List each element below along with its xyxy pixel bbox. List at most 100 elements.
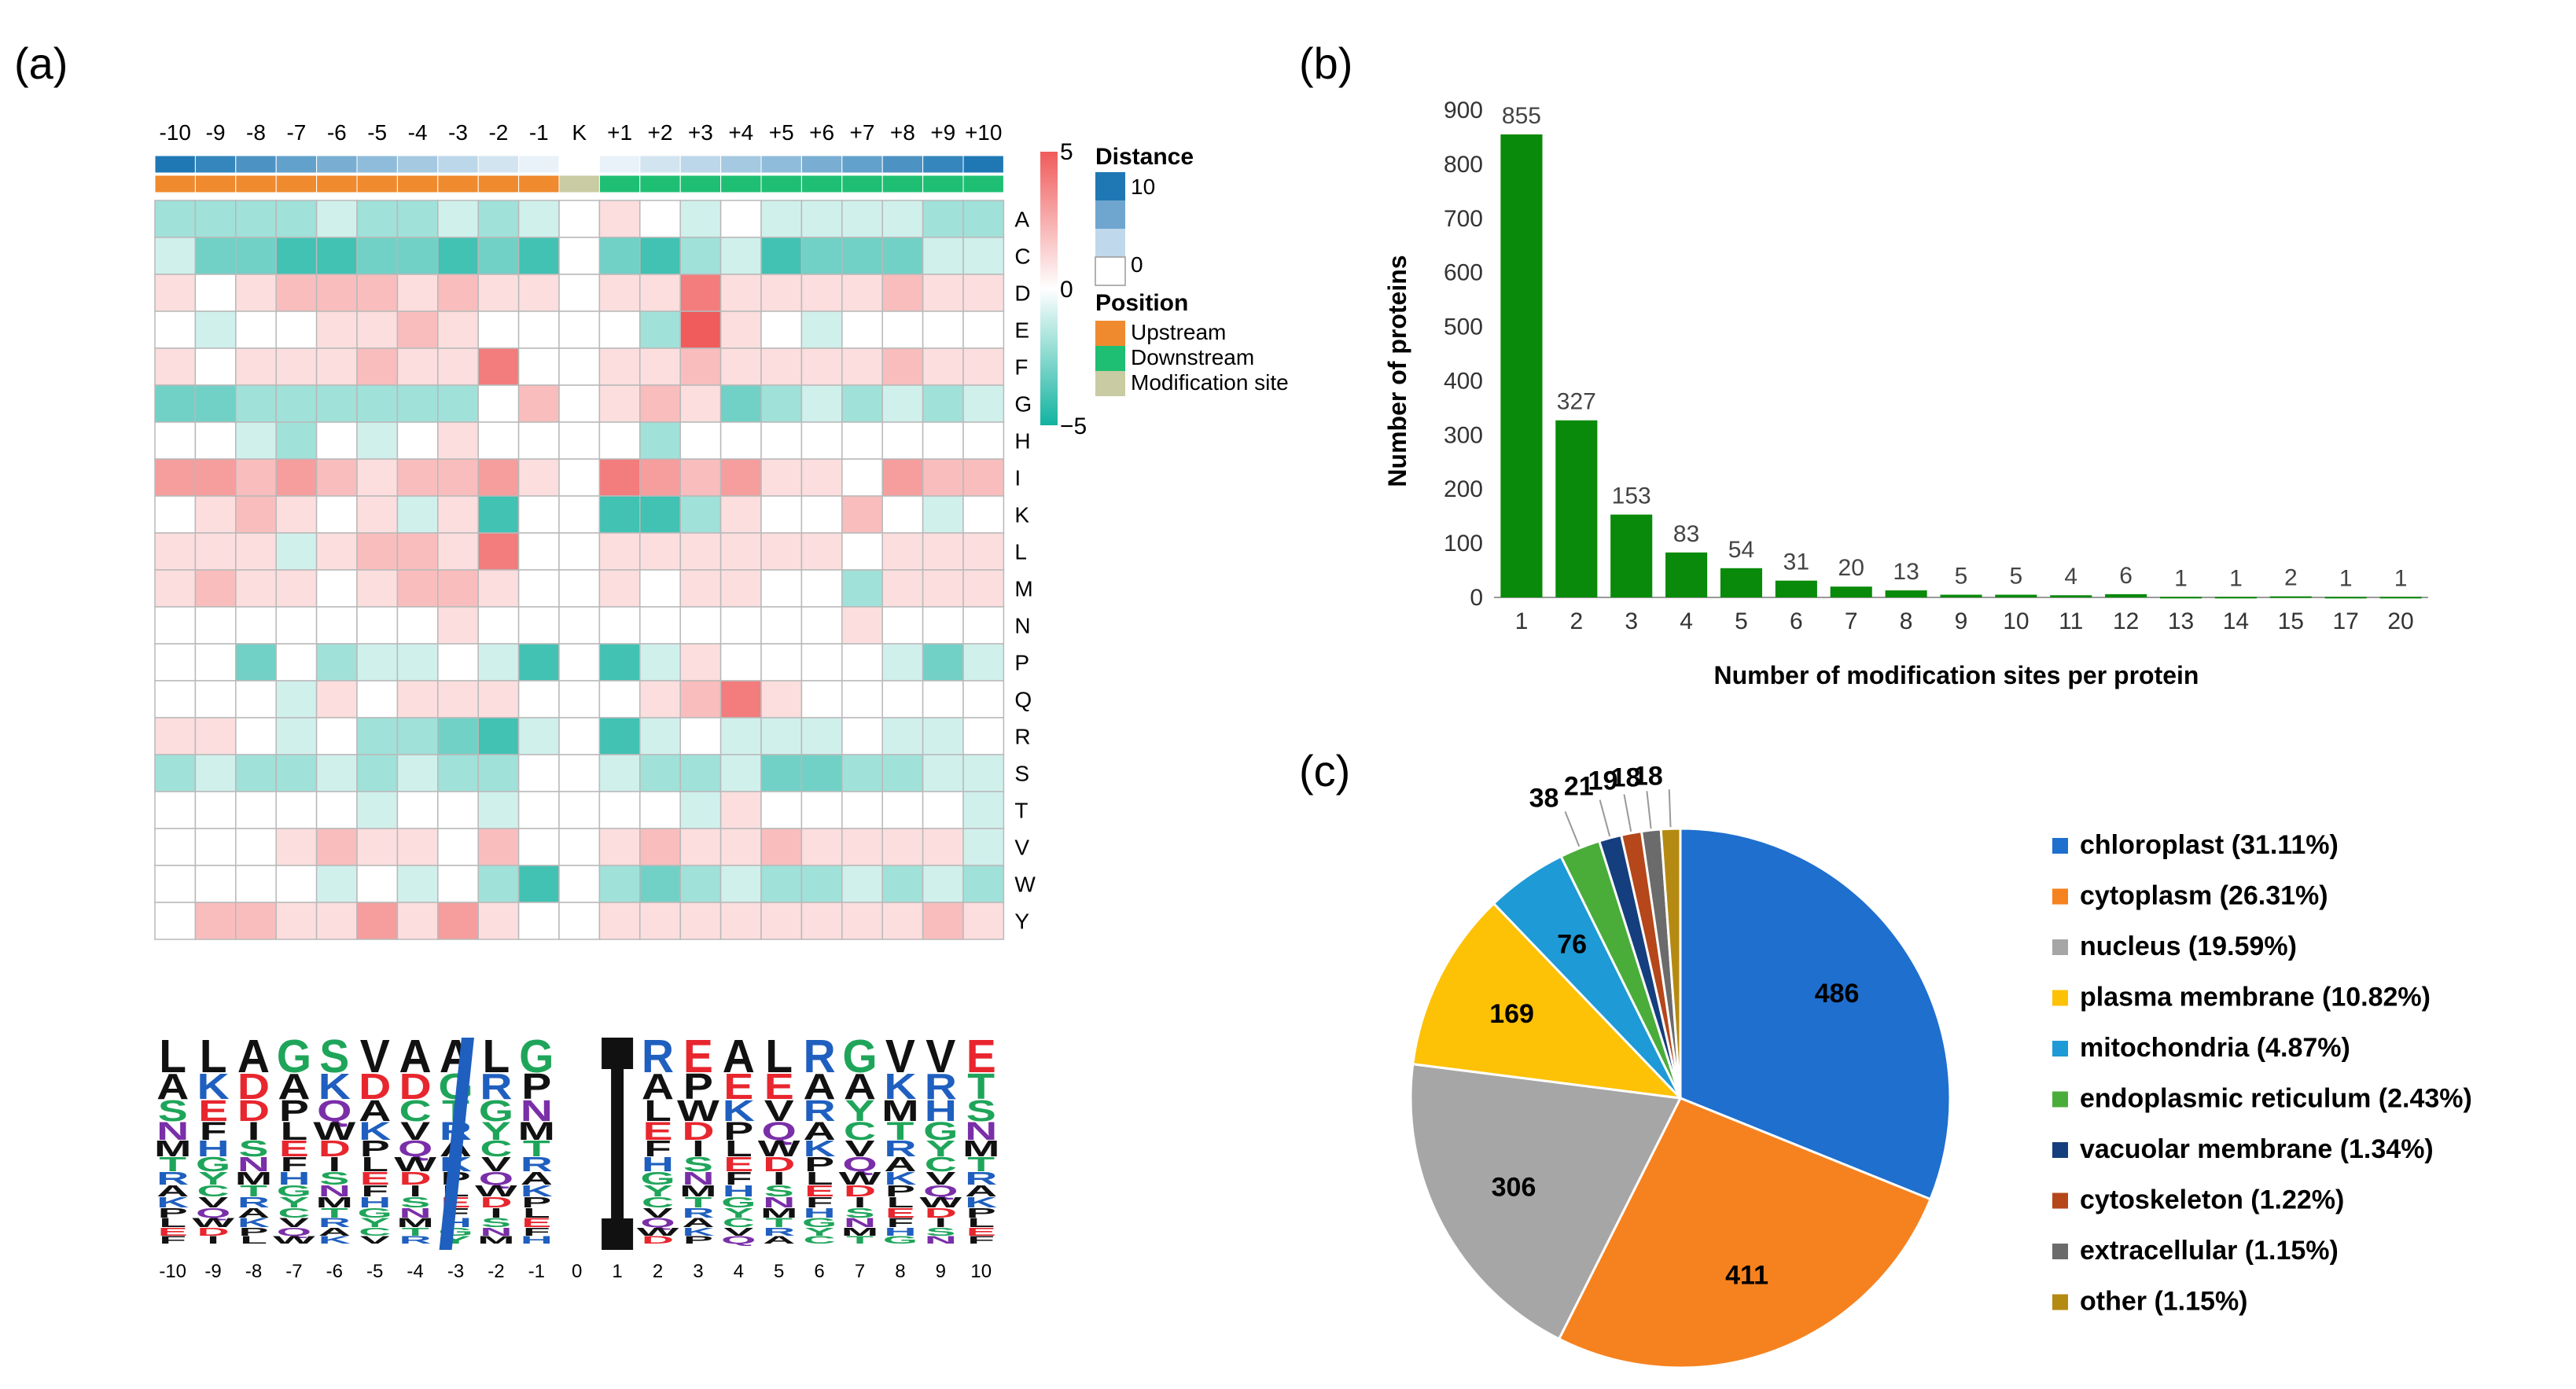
logo-letter: V (481, 1153, 512, 1175)
heatmap-cell (760, 643, 803, 682)
heatmap-cell (437, 569, 479, 608)
heatmap-cell (841, 495, 883, 534)
heatmap-cell (841, 237, 883, 275)
logo-letter: A (156, 1066, 189, 1106)
logo-position-label: 10 (970, 1261, 992, 1282)
heatmap-row-label: Q (1014, 688, 1032, 712)
logo-letter: Q (923, 1182, 958, 1200)
logo-letter: M (518, 1117, 555, 1145)
heatmap-cell (437, 902, 479, 940)
heatmap-cell (639, 754, 681, 792)
logo-letter: C (399, 1094, 432, 1127)
heatmap-cell (598, 274, 641, 312)
logo-letter: L (725, 1136, 753, 1161)
heatmap-row-label: D (1014, 281, 1030, 306)
logo-letter: W (394, 1153, 436, 1175)
heatmap-cell (154, 384, 197, 423)
logo-letter: R (318, 1215, 351, 1229)
logo-letter: G (842, 1031, 877, 1082)
heatmap-cell (235, 200, 277, 238)
heatmap-cell (558, 421, 601, 460)
heatmap-cell (962, 902, 1005, 940)
bar (2105, 593, 2147, 597)
logo-letter: E (885, 1205, 915, 1221)
logo-letter: C (197, 1182, 230, 1200)
heatmap-cell (437, 237, 479, 275)
logo-position-label: -2 (488, 1261, 504, 1282)
logo-letter: R (399, 1234, 432, 1246)
logo-letter: P (521, 1066, 551, 1106)
logo-letter: Y (723, 1205, 753, 1221)
heatmap-cell (437, 828, 479, 866)
heatmap-cell (922, 347, 964, 386)
bar-data-label: 54 (1728, 537, 1754, 563)
heatmap-cell (194, 717, 237, 755)
logo-letter: K (884, 1066, 916, 1106)
logo-letter: E (521, 1215, 551, 1229)
position-annotation-cell (477, 175, 520, 193)
heatmap-cell (194, 754, 237, 792)
logo-letter: N (318, 1182, 351, 1200)
logo-letter: T (523, 1136, 550, 1161)
heatmap-cell (639, 200, 681, 238)
logo-letter: E (158, 1225, 188, 1238)
distance-annotation-cell (598, 155, 641, 174)
logo-letter: I (328, 1153, 340, 1175)
pie-slice (1679, 827, 1952, 1201)
logo-letter: I (934, 1215, 947, 1229)
heatmap-col-label: +5 (769, 120, 794, 145)
logo-position-label: 0 (572, 1261, 582, 1282)
heatmap-cell (477, 680, 520, 718)
bar-x-tick-label: 10 (2003, 608, 2029, 634)
logo-letter: K (804, 1136, 837, 1161)
heatmap-col-label: -5 (367, 120, 387, 145)
heatmap-cell (881, 680, 924, 718)
heatmap-cell (437, 384, 479, 423)
heatmap-cell (194, 569, 237, 608)
logo-letter: G (196, 1153, 230, 1175)
heatmap-cell (679, 311, 722, 349)
heatmap-cell (639, 347, 681, 386)
logo-letter: I (854, 1194, 867, 1211)
logo-site-bar (439, 1038, 474, 1250)
logo-letter: K (237, 1215, 270, 1229)
pie-legend-swatch (2052, 888, 2068, 905)
heatmap-cell (235, 754, 277, 792)
logo-letter: R (521, 1153, 553, 1175)
heatmap-cell (558, 828, 601, 866)
heatmap-cell (558, 569, 601, 608)
logo-letter: I (490, 1205, 502, 1221)
heatmap-cell (639, 828, 681, 866)
pie-legend-label: chloroplast (31.11%) (2080, 830, 2339, 860)
logo-letter: R (804, 1031, 836, 1082)
heatmap-cell (235, 606, 277, 645)
heatmap-col-label: -1 (529, 120, 549, 145)
heatmap-cell (679, 421, 722, 460)
bar-x-axis-title: Number of modification sites per protein (1714, 661, 2199, 689)
logo-letter: V (198, 1194, 229, 1211)
pie-legend-label: extracellular (1.15%) (2080, 1236, 2339, 1266)
heatmap-col-label: -9 (206, 120, 226, 145)
heatmap-cell (396, 865, 439, 903)
logo-letter: L (361, 1153, 388, 1175)
heatmap-cell (275, 791, 318, 829)
pie-slice-label: 38 (1529, 783, 1559, 813)
heatmap-cell (881, 495, 924, 534)
logo-letter: T (240, 1182, 267, 1200)
heatmap-cell (477, 200, 520, 238)
logo-letter: E (723, 1153, 753, 1175)
logo-letter: R (642, 1031, 674, 1082)
bar-data-label: 1 (2229, 565, 2243, 591)
logo-letter: L (886, 1194, 914, 1211)
heatmap-cell (235, 495, 277, 534)
heatmap-cell (760, 791, 803, 829)
pie-leader-line (1646, 791, 1652, 829)
logo-letter: W (192, 1215, 234, 1229)
logo-k-stem (611, 1069, 624, 1218)
heatmap-cell (275, 902, 318, 940)
heatmap-cell (962, 569, 1005, 608)
heatmap-cell (962, 311, 1005, 349)
logo-letter: K (723, 1094, 755, 1127)
bar (1500, 134, 1543, 597)
